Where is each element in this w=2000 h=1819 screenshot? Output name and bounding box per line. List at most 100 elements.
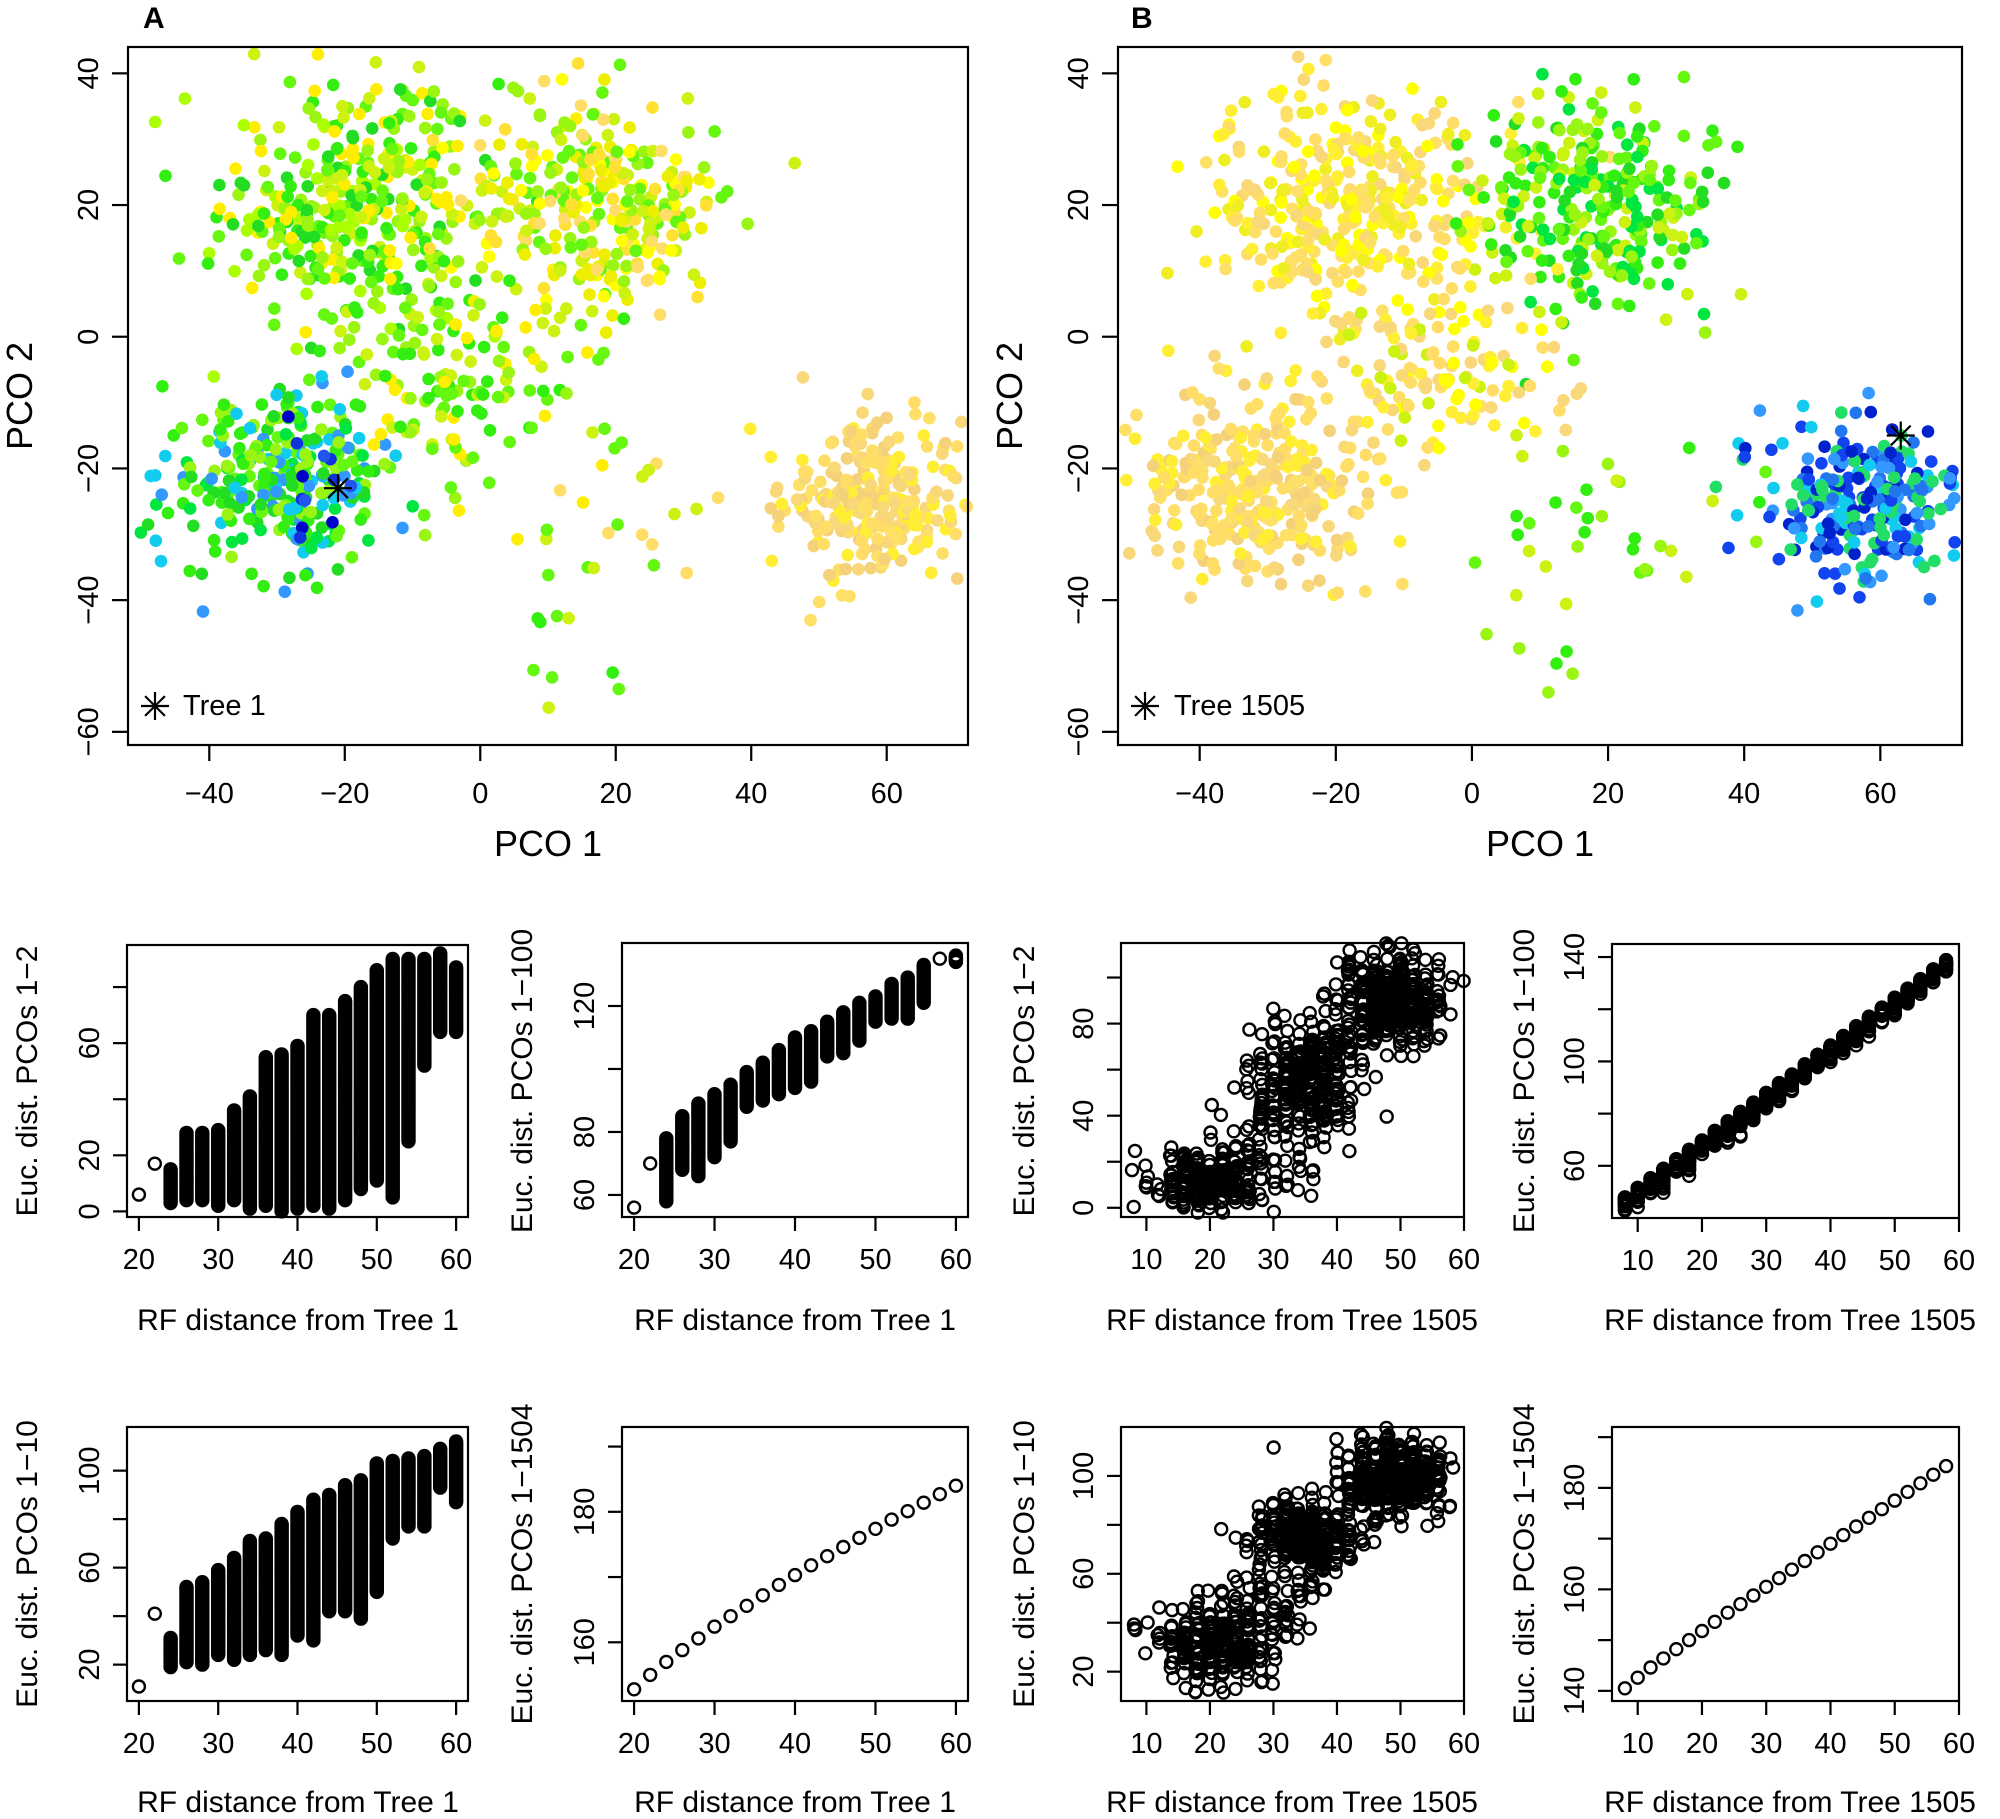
data-point <box>257 258 271 272</box>
legend: Tree 1505 <box>1131 690 1305 722</box>
data-point <box>1313 474 1327 487</box>
data-point <box>939 436 952 450</box>
data-point <box>1863 458 1876 472</box>
data-point <box>1406 82 1419 95</box>
data-point <box>1480 627 1493 641</box>
data-point <box>823 568 836 582</box>
data-point <box>880 535 894 549</box>
x-tick-label: 20 <box>123 1244 155 1276</box>
data-point <box>323 398 337 412</box>
data-point <box>838 511 852 524</box>
data-point <box>464 355 477 368</box>
data-point <box>371 285 384 298</box>
data-point <box>343 207 356 221</box>
data-point <box>1666 243 1679 257</box>
data-point <box>1717 176 1731 190</box>
data-point <box>454 194 468 207</box>
data-point <box>1380 190 1393 204</box>
data-point <box>615 214 628 228</box>
data-point <box>441 297 455 311</box>
data-point <box>1559 423 1573 437</box>
data-point <box>415 210 428 224</box>
data-point <box>1372 152 1385 166</box>
data-point <box>527 663 540 677</box>
data-point <box>682 126 695 139</box>
data-point <box>1454 411 1468 425</box>
data-point <box>844 425 858 438</box>
data-point <box>1573 153 1587 167</box>
y-tick-label: 40 <box>1063 57 1095 89</box>
data-point <box>367 438 381 451</box>
data-point <box>360 348 374 361</box>
data-point <box>1499 220 1513 234</box>
x-axis-label: RF distance from Tree 1 <box>137 1304 459 1337</box>
data-point <box>474 139 487 152</box>
data-point <box>423 242 437 255</box>
data-point <box>339 422 353 435</box>
data-point <box>607 112 621 126</box>
data-point <box>1302 579 1315 592</box>
data-point <box>509 157 522 170</box>
data-point <box>1361 415 1374 429</box>
data-point <box>1361 497 1374 511</box>
data-point <box>519 207 533 220</box>
data-point <box>376 184 389 197</box>
data-point <box>402 109 416 123</box>
data-point <box>1750 535 1763 549</box>
data-point <box>1331 170 1344 183</box>
data-point <box>298 494 312 507</box>
data-point <box>1310 289 1324 303</box>
data-point <box>1205 517 1219 531</box>
data-point <box>1887 471 1901 484</box>
data-point <box>555 73 569 86</box>
data-point <box>1192 413 1206 427</box>
data-point <box>328 125 341 138</box>
data-point <box>598 73 611 86</box>
data-point <box>1512 95 1525 109</box>
data-point <box>1560 645 1573 658</box>
data-point <box>1536 341 1549 354</box>
data-point <box>659 208 673 221</box>
data-point <box>1203 396 1217 410</box>
data-point <box>229 162 242 175</box>
data-point <box>481 375 494 388</box>
data-point <box>1943 472 1957 485</box>
data-point <box>920 440 934 453</box>
data-point <box>576 129 590 143</box>
data-point <box>267 410 281 423</box>
data-point <box>539 242 553 256</box>
data-point <box>473 298 487 311</box>
data-point <box>202 434 215 448</box>
data-point <box>225 535 239 549</box>
data-point <box>445 387 459 400</box>
data-point <box>615 436 628 449</box>
x-tick-label: 60 <box>940 1244 972 1276</box>
data-point <box>1908 472 1922 485</box>
data-point <box>1885 423 1899 436</box>
legend: Tree 1 <box>141 690 266 722</box>
x-tick-label: 60 <box>440 1244 472 1276</box>
x-tick-label: 20 <box>600 778 632 810</box>
data-point <box>1815 457 1828 470</box>
data-point <box>1588 297 1602 311</box>
data-point <box>1240 574 1254 588</box>
data-point <box>1862 386 1875 400</box>
data-point <box>330 142 344 156</box>
data-point <box>317 467 330 480</box>
data-point <box>1291 50 1305 64</box>
data-point <box>477 340 491 354</box>
data-point <box>1401 303 1414 316</box>
data-point <box>502 192 516 205</box>
data-point <box>254 523 267 537</box>
data-point <box>316 250 329 264</box>
data-point <box>523 384 537 397</box>
data-point <box>1280 110 1294 123</box>
data-point <box>598 248 611 261</box>
data-point <box>1835 406 1848 419</box>
data-point <box>1373 122 1387 136</box>
data-point <box>1924 455 1938 468</box>
data-point <box>384 272 397 286</box>
data-point <box>420 173 434 186</box>
data-point <box>1234 547 1247 560</box>
data-point <box>288 151 302 164</box>
